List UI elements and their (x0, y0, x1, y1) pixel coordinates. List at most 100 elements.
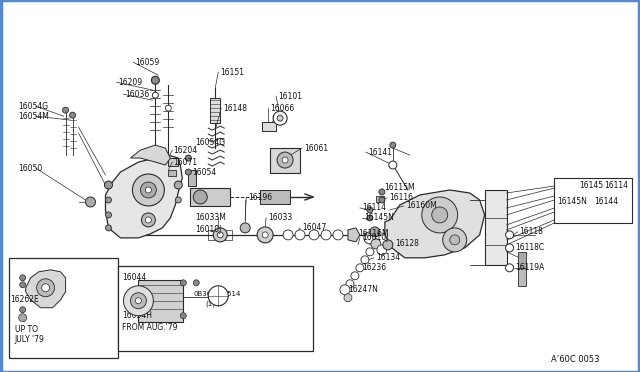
Polygon shape (26, 270, 65, 308)
Circle shape (145, 187, 152, 193)
Text: 16118: 16118 (520, 227, 543, 236)
Text: 16236: 16236 (362, 263, 386, 272)
Text: 16151: 16151 (220, 68, 244, 77)
Text: 16115M: 16115M (384, 183, 415, 192)
Circle shape (506, 264, 513, 272)
Text: 16160M: 16160M (406, 202, 436, 211)
Text: JULY '79: JULY '79 (15, 335, 45, 344)
Text: 16145N: 16145N (364, 214, 394, 222)
Text: FROM AUG.'79: FROM AUG.'79 (122, 323, 178, 332)
Polygon shape (131, 145, 170, 165)
Circle shape (132, 174, 164, 206)
Text: 16044: 16044 (122, 273, 147, 282)
Circle shape (136, 298, 141, 304)
Text: 16209: 16209 (118, 78, 143, 87)
Circle shape (346, 280, 354, 288)
Polygon shape (348, 228, 360, 242)
Text: 16054G: 16054G (19, 102, 49, 111)
Circle shape (217, 232, 223, 238)
Circle shape (379, 189, 385, 195)
Text: 16145: 16145 (579, 182, 604, 190)
Circle shape (377, 245, 387, 255)
Circle shape (208, 286, 228, 306)
Circle shape (145, 217, 152, 223)
Circle shape (175, 197, 181, 203)
Circle shape (141, 213, 156, 227)
Circle shape (367, 207, 373, 213)
Circle shape (283, 230, 293, 240)
Bar (168, 158, 179, 166)
Text: 16010J: 16010J (195, 225, 221, 234)
Circle shape (140, 182, 156, 198)
Text: 16059: 16059 (136, 58, 159, 67)
Circle shape (193, 190, 207, 204)
Text: 16054M: 16054M (19, 112, 49, 121)
Circle shape (366, 248, 374, 256)
Text: 16114: 16114 (362, 203, 386, 212)
Text: 16050: 16050 (19, 164, 43, 173)
Circle shape (70, 112, 76, 118)
Circle shape (240, 223, 250, 233)
Circle shape (383, 240, 393, 250)
Bar (9, 258, 118, 357)
Text: 16118C: 16118C (516, 243, 545, 252)
Circle shape (273, 111, 287, 125)
Text: 16114: 16114 (604, 182, 628, 190)
Bar (188, 170, 196, 186)
Circle shape (42, 284, 50, 292)
Text: 16128: 16128 (395, 239, 419, 248)
Polygon shape (385, 190, 484, 258)
Text: 16262E: 16262E (11, 295, 40, 304)
Bar (518, 268, 525, 286)
Circle shape (371, 239, 381, 249)
Text: (1): (1) (205, 301, 215, 307)
Circle shape (180, 280, 186, 286)
Text: 16071: 16071 (173, 158, 198, 167)
Circle shape (165, 105, 172, 111)
Bar (270, 148, 300, 173)
Circle shape (20, 275, 26, 281)
Text: A’60C 0053: A’60C 0053 (552, 355, 600, 364)
Circle shape (174, 181, 182, 189)
Text: 16148: 16148 (223, 104, 247, 113)
Text: 16033: 16033 (268, 214, 292, 222)
Text: 16247N: 16247N (348, 285, 378, 294)
Circle shape (106, 197, 111, 203)
Circle shape (186, 155, 191, 161)
Circle shape (309, 230, 319, 240)
Text: UP TO: UP TO (15, 325, 38, 334)
Circle shape (282, 157, 288, 163)
Circle shape (104, 181, 113, 189)
Text: 16141: 16141 (368, 148, 392, 157)
Text: 16054H: 16054H (122, 311, 152, 320)
Circle shape (277, 115, 283, 121)
Bar (138, 280, 183, 322)
Text: 16101: 16101 (278, 92, 302, 101)
Circle shape (422, 197, 458, 233)
Text: 16134: 16134 (376, 253, 400, 262)
Text: 16033M: 16033M (195, 214, 226, 222)
Circle shape (86, 197, 95, 207)
Circle shape (364, 232, 376, 244)
Circle shape (443, 228, 467, 252)
Text: 16010J: 16010J (362, 233, 388, 243)
Circle shape (180, 313, 186, 319)
Text: 16119A: 16119A (516, 263, 545, 272)
Circle shape (124, 286, 154, 316)
Circle shape (450, 235, 460, 245)
Text: 16116: 16116 (389, 193, 413, 202)
Circle shape (390, 142, 396, 148)
Text: 16196: 16196 (248, 193, 272, 202)
Circle shape (506, 244, 513, 252)
Circle shape (19, 314, 27, 322)
Text: 0B360-62514: 0B360-62514 (193, 291, 241, 297)
Circle shape (106, 225, 111, 231)
Text: 16061: 16061 (304, 144, 328, 153)
Circle shape (340, 285, 350, 295)
Circle shape (257, 227, 273, 243)
Circle shape (379, 197, 385, 203)
Circle shape (213, 228, 227, 242)
Circle shape (333, 230, 343, 240)
Text: 16036: 16036 (125, 90, 150, 99)
Bar (376, 196, 384, 202)
